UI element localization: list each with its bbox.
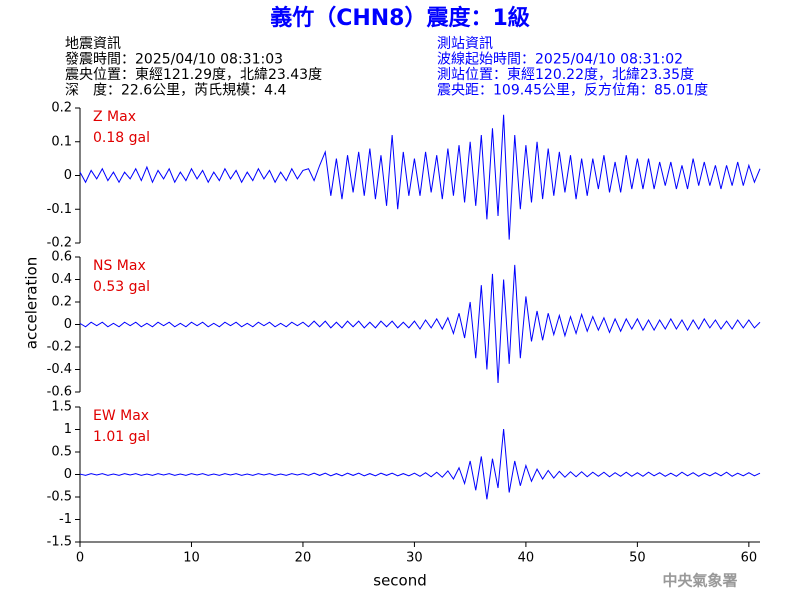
y-tick-label: -0.6 bbox=[47, 385, 72, 400]
y-tick-label: -0.5 bbox=[47, 490, 72, 505]
component-label: NS Max bbox=[93, 258, 146, 274]
x-axis-label: second bbox=[373, 572, 427, 590]
max-label: 0.18 gal bbox=[93, 130, 150, 146]
x-tick-label: 0 bbox=[76, 551, 84, 566]
header-line: 震央距：109.45公里，反方位角：85.01度 bbox=[437, 83, 708, 99]
x-tick-label: 30 bbox=[406, 551, 423, 566]
component-label: EW Max bbox=[93, 408, 149, 424]
header-line: 發震時間：2025/04/10 08:31:03 bbox=[65, 52, 283, 68]
y-tick-label: 1 bbox=[64, 422, 72, 437]
y-tick-label: -0.2 bbox=[47, 236, 72, 251]
y-tick-label: 0.2 bbox=[51, 295, 72, 310]
y-tick-label: 0.6 bbox=[51, 250, 72, 265]
y-tick-label: -0.4 bbox=[47, 362, 72, 377]
x-tick-label: 10 bbox=[183, 551, 200, 566]
max-label: 0.53 gal bbox=[93, 279, 150, 295]
header-line: 深 度：22.6公里，芮氏規模：4.4 bbox=[65, 82, 287, 99]
y-tick-label: 0.1 bbox=[51, 134, 72, 149]
y-tick-label: -0.2 bbox=[47, 340, 72, 355]
y-tick-label: -1 bbox=[59, 512, 72, 527]
max-label: 1.01 gal bbox=[93, 429, 150, 445]
y-tick-label: -1.5 bbox=[47, 535, 72, 550]
y-tick-label: 0.2 bbox=[51, 101, 72, 116]
header-line: 測站資訊 bbox=[437, 36, 493, 52]
footer: 中央氣象署 bbox=[662, 572, 737, 590]
waveform bbox=[79, 429, 761, 500]
y-tick-label: 0.5 bbox=[51, 445, 72, 460]
header-line: 地震資訊 bbox=[65, 36, 121, 52]
waveform bbox=[79, 264, 761, 384]
x-tick-label: 60 bbox=[741, 551, 758, 566]
y-tick-label: 0 bbox=[64, 467, 72, 482]
waveform bbox=[79, 114, 761, 240]
y-tick-label: 0.4 bbox=[51, 272, 72, 287]
y-tick-label: 0 bbox=[64, 317, 72, 332]
y-tick-label: 0 bbox=[64, 168, 72, 183]
y-axis-label: acceleration bbox=[23, 257, 41, 349]
header-line: 震央位置：東經121.29度，北緯23.43度 bbox=[65, 67, 322, 83]
y-tick-label: -0.1 bbox=[47, 202, 72, 217]
x-tick-label: 50 bbox=[629, 551, 646, 566]
header-line: 波線起始時間：2025/04/10 08:31:02 bbox=[437, 52, 683, 68]
x-tick-label: 40 bbox=[518, 551, 535, 566]
x-tick-label: 20 bbox=[295, 551, 312, 566]
y-tick-label: 1.5 bbox=[51, 400, 72, 415]
component-label: Z Max bbox=[93, 109, 136, 125]
chart-title: 義竹（CHN8）震度：1級 bbox=[270, 5, 530, 31]
header-line: 測站位置：東經120.22度，北緯23.35度 bbox=[437, 67, 694, 83]
